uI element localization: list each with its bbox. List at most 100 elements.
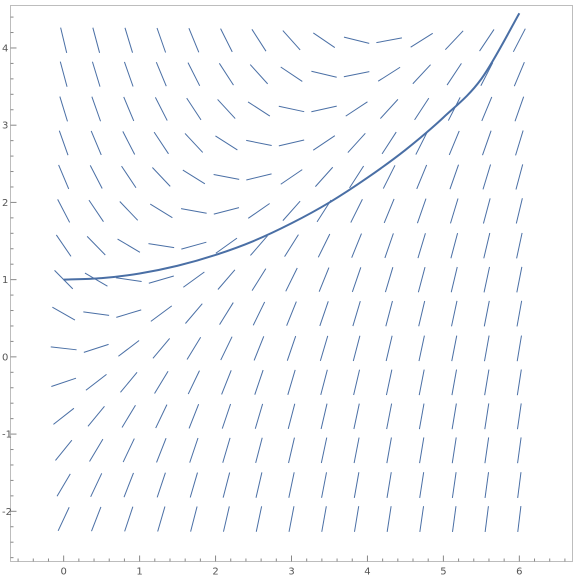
- slope-segment: [416, 198, 427, 224]
- slope-segment: [386, 506, 392, 532]
- y-tick-label: -2: [2, 507, 12, 518]
- slope-segment: [117, 238, 141, 253]
- slope-segment: [419, 506, 425, 532]
- x-tick-label: 0: [60, 567, 66, 577]
- slope-segment: [155, 62, 167, 87]
- slope-segment: [484, 506, 489, 532]
- slope-segment: [418, 300, 426, 327]
- slope-segment: [220, 336, 233, 361]
- slope-segment: [157, 506, 166, 532]
- slope-segment: [123, 61, 134, 87]
- slope-segment: [321, 472, 328, 498]
- slope-segment: [60, 27, 68, 54]
- slope-segment: [182, 169, 206, 185]
- slope-segment: [222, 437, 231, 463]
- slope-segment: [87, 405, 105, 427]
- slope-segment: [153, 131, 169, 155]
- slope-segment: [254, 403, 264, 429]
- slope-segment: [50, 346, 77, 351]
- slope-segment: [91, 96, 102, 122]
- slope-segment: [352, 301, 361, 327]
- slope-segment: [315, 166, 334, 187]
- slope-segment: [515, 130, 524, 156]
- slope-segment: [285, 267, 298, 292]
- slope-segment: [451, 472, 457, 498]
- slope-segment: [444, 30, 464, 51]
- slope-segment: [483, 266, 491, 293]
- slope-segment: [255, 506, 263, 532]
- slope-segment: [253, 336, 265, 361]
- y-tick-label: 2: [2, 198, 8, 209]
- slope-segment: [122, 438, 135, 463]
- slope-segment: [418, 369, 425, 396]
- slope-segment: [384, 267, 394, 293]
- slope-segment: [59, 61, 68, 87]
- slope-segment: [451, 369, 458, 396]
- slope-segment: [123, 96, 135, 122]
- slope-field-segments: [50, 27, 526, 532]
- slope-segment: [418, 335, 425, 362]
- slope-segment: [287, 403, 296, 430]
- slope-segment: [353, 437, 360, 464]
- slope-segment: [155, 404, 168, 429]
- slope-segment: [418, 403, 425, 430]
- slope-segment: [351, 267, 362, 293]
- slope-segment: [415, 131, 429, 155]
- slope-segment: [52, 306, 76, 321]
- slope-segment: [484, 369, 490, 396]
- slope-segment: [382, 165, 396, 189]
- slope-segment: [251, 29, 267, 52]
- slope-segment: [481, 96, 493, 122]
- slope-segment: [483, 232, 491, 259]
- slope-segment: [118, 340, 140, 357]
- slope-segment: [121, 165, 137, 189]
- slope-segment: [215, 237, 238, 254]
- slope-segment: [280, 66, 303, 82]
- slope-segment: [189, 472, 198, 498]
- slope-segment: [386, 437, 392, 464]
- slope-segment: [156, 438, 167, 463]
- slope-segment: [414, 97, 430, 121]
- slope-segment: [284, 234, 299, 257]
- slope-segment: [517, 437, 522, 464]
- slope-segment: [213, 174, 240, 180]
- slope-segment: [353, 506, 360, 532]
- y-tick-label: 1: [2, 275, 8, 286]
- slope-segment: [448, 130, 460, 156]
- slope-segment: [345, 101, 368, 117]
- slope-segment: [148, 275, 174, 284]
- slope-segment: [353, 472, 360, 498]
- slope-segment: [353, 403, 360, 430]
- slope-segment: [311, 105, 337, 113]
- slope-segment: [482, 198, 491, 224]
- slope-segment: [516, 369, 522, 396]
- slope-segment: [246, 173, 272, 181]
- slope-segment: [320, 369, 328, 396]
- slope-segment: [186, 97, 202, 121]
- slope-segment: [516, 403, 522, 430]
- slope-segment: [221, 403, 232, 429]
- slope-segment: [86, 235, 106, 256]
- slope-segment: [249, 64, 269, 85]
- slope-segment: [120, 372, 138, 393]
- x-axis: 0 1 2 3 4 5 6: [17, 555, 566, 577]
- slope-segment: [88, 199, 104, 222]
- slope-segment: [218, 63, 234, 86]
- slope-segment: [91, 61, 101, 87]
- slope-segment: [484, 403, 490, 430]
- slope-segment: [55, 439, 73, 461]
- y-axis: -2 -1 0 1 2 3 4: [2, 16, 17, 559]
- slope-segment: [154, 97, 168, 121]
- slope-segment: [480, 62, 494, 87]
- slope-segment: [254, 369, 264, 395]
- slope-segment: [58, 164, 70, 190]
- slope-segment: [83, 343, 109, 353]
- slope-segment: [149, 203, 173, 219]
- slope-segment: [517, 506, 522, 532]
- slope-segment: [190, 506, 198, 532]
- slope-segment: [349, 165, 365, 189]
- x-tick-label: 1: [136, 567, 142, 577]
- slope-segment: [450, 232, 459, 259]
- slope-segment: [115, 277, 142, 283]
- slope-segment: [385, 369, 393, 396]
